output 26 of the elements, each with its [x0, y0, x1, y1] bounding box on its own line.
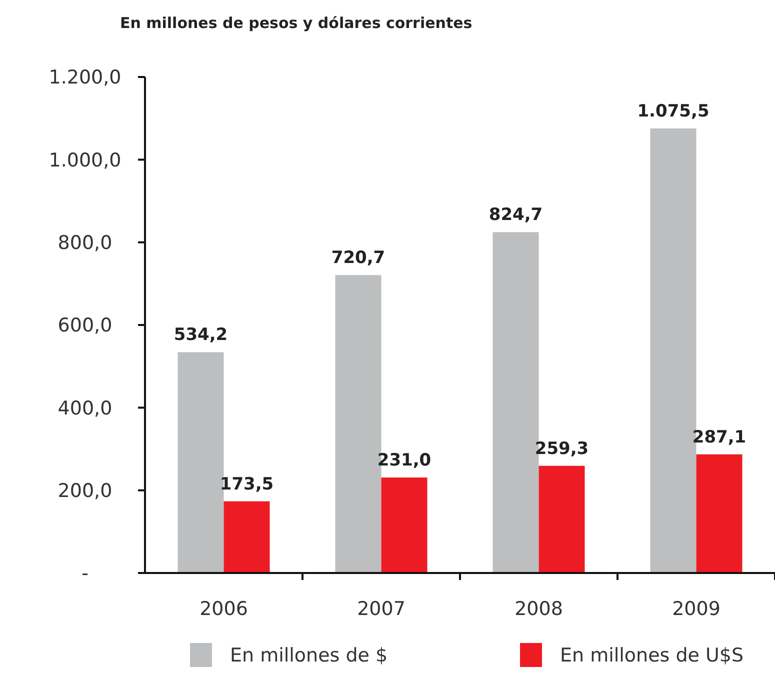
- x-tick-label: 2008: [514, 598, 563, 620]
- bar: [696, 454, 742, 573]
- bar: [538, 466, 585, 573]
- data-label: 534,2: [174, 325, 228, 346]
- bar: [224, 501, 270, 573]
- y-tick-label: 800,0: [58, 232, 112, 254]
- y-tick-label: -: [82, 562, 88, 585]
- y-tick-label: 200,0: [58, 480, 112, 502]
- data-label: 231,0: [377, 450, 432, 471]
- x-tick-label: 2007: [357, 598, 406, 620]
- y-tick-label: 400,0: [58, 397, 112, 420]
- x-tick-label: 2006: [200, 598, 248, 620]
- bar: [381, 478, 428, 573]
- y-tick-label: 600,0: [58, 314, 112, 337]
- y-tick-label: 1.000,0: [48, 149, 122, 172]
- legend-label: En millones de U$S: [560, 644, 744, 667]
- legend-label: En millones de $: [230, 644, 388, 667]
- data-label: 720,7: [331, 248, 386, 268]
- data-label: 173,5: [220, 474, 274, 494]
- data-label: 1.075,5: [637, 101, 710, 122]
- data-label: 824,7: [488, 205, 543, 226]
- data-label: 287,1: [692, 427, 746, 448]
- x-tick-label: 2009: [672, 598, 720, 620]
- chart-title: En millones de pesos y dólares corrientes: [120, 14, 472, 32]
- data-label: 259,3: [534, 438, 589, 459]
- y-tick-label: 1.200,0: [48, 66, 122, 89]
